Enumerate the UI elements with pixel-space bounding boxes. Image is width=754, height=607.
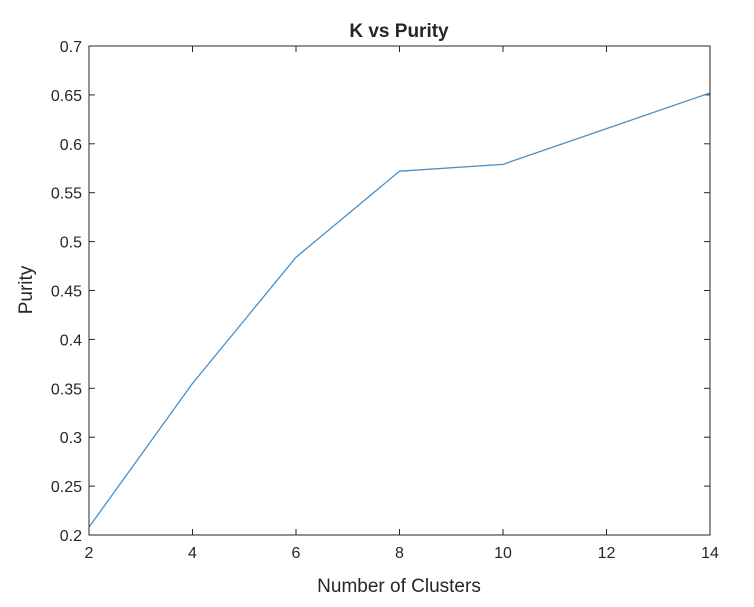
- series-layer: [88, 92, 711, 528]
- y-tick-label: 0.35: [51, 381, 82, 398]
- x-tick-label: 2: [85, 545, 94, 562]
- tick-layer: 2 4 6 8 10 12 14 0.2 0.25 0.3 0.35 0.4 0.45 0.5 0.55 0.…: [51, 39, 719, 562]
- x-tick-label: 14: [701, 545, 719, 562]
- y-tick-label: 0.3: [60, 430, 82, 447]
- series-line: [88, 92, 711, 528]
- x-tick-label: 8: [395, 545, 404, 562]
- x-axis-label: Number of Clusters: [317, 576, 481, 597]
- y-tick-label: 0.2: [60, 528, 82, 545]
- y-axis-label: Purity: [16, 265, 37, 314]
- x-tick-label: 4: [188, 545, 197, 562]
- y-tick-label: 0.25: [51, 479, 82, 496]
- y-tick-label: 0.4: [60, 332, 82, 349]
- chart-title: K vs Purity: [349, 21, 449, 42]
- x-tick-label: 10: [494, 545, 512, 562]
- y-tick-label: 0.45: [51, 284, 82, 301]
- y-tick-label: 0.7: [60, 39, 82, 56]
- plot-area-frame: [88, 45, 711, 536]
- x-tick-label: 12: [598, 545, 616, 562]
- x-tick-label: 6: [292, 545, 301, 562]
- y-tick-label: 0.6: [60, 137, 82, 154]
- y-tick-label: 0.5: [60, 235, 82, 252]
- y-tick-label: 0.65: [51, 88, 82, 105]
- y-tick-label: 0.55: [51, 186, 82, 203]
